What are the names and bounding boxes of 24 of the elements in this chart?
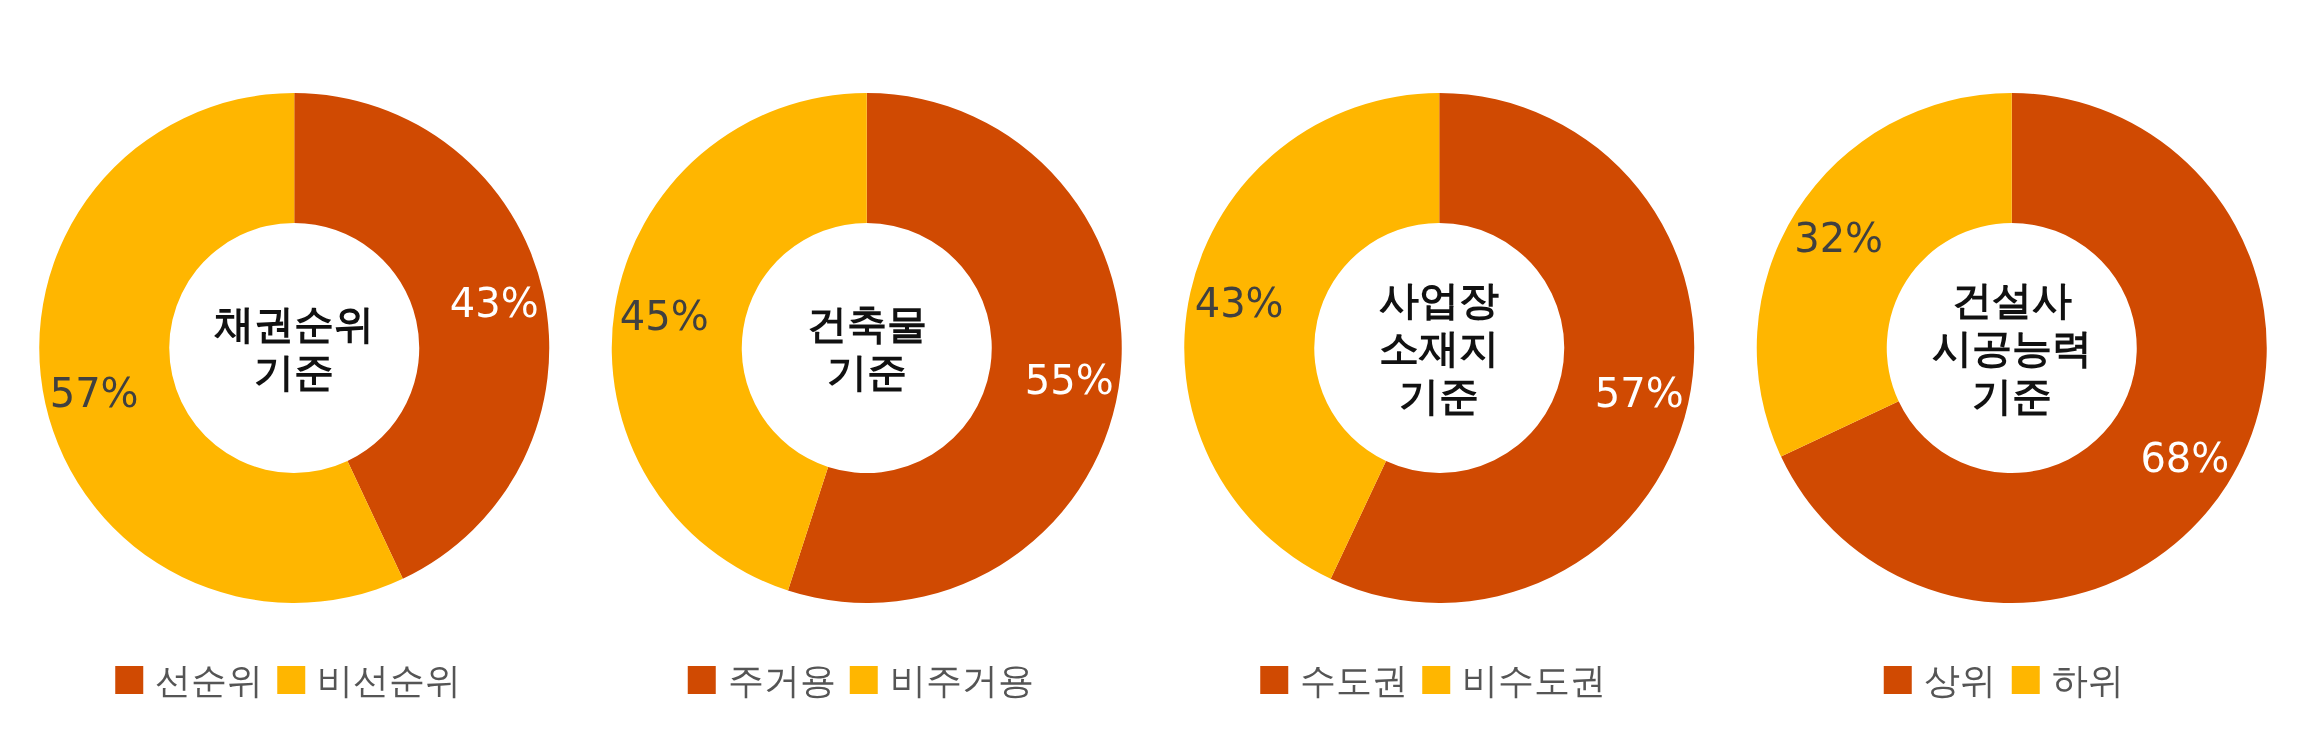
text: 건축물 기준 [806, 301, 927, 395]
legend-label: 선순위 [155, 659, 264, 701]
legend-label: 비주거용 [889, 659, 1034, 701]
legend-label: 주거용 [727, 659, 836, 701]
data-label: 43% [449, 280, 539, 327]
donut-slice [1330, 93, 1695, 603]
legend-label: 수도권 [1300, 659, 1409, 701]
data-label: 57% [49, 369, 139, 416]
donut-slice [787, 93, 1122, 603]
legend-label: 하위 [2051, 659, 2124, 701]
text: 건설사 시공능력 기준 [1931, 277, 2092, 419]
text: 채권순위 기준 [214, 301, 375, 395]
donut-slice [39, 93, 403, 603]
data-label: 57% [1594, 369, 1684, 416]
legend-label: 상위 [1923, 659, 1996, 701]
legend-label: 비선순위 [317, 659, 462, 701]
donut-slice [1781, 93, 2267, 603]
data-label: 45% [619, 292, 709, 339]
text: 사업장 소재지 기준 [1379, 277, 1500, 419]
data-label: 55% [1024, 357, 1114, 404]
data-label: 32% [1794, 215, 1884, 262]
legend-label: 비수도권 [1462, 659, 1607, 701]
data-label: 68% [2140, 434, 2230, 481]
data-label: 43% [1194, 280, 1284, 327]
